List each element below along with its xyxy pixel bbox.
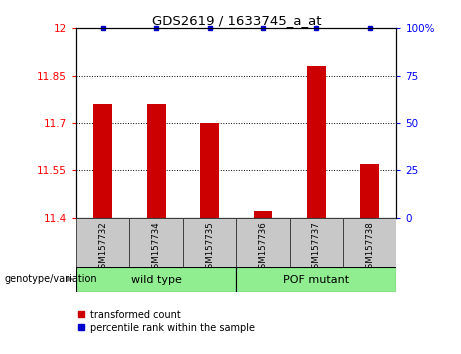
Bar: [307, 66, 326, 218]
Text: POF mutant: POF mutant: [284, 275, 349, 285]
Text: GSM157734: GSM157734: [152, 222, 161, 274]
Bar: [76, 218, 130, 267]
Text: GSM157735: GSM157735: [205, 222, 214, 274]
Legend: transformed count, percentile rank within the sample: transformed count, percentile rank withi…: [74, 306, 259, 336]
Bar: [290, 218, 343, 267]
Title: GDS2619 / 1633745_a_at: GDS2619 / 1633745_a_at: [152, 14, 321, 27]
Text: GSM157737: GSM157737: [312, 222, 321, 274]
Bar: [200, 123, 219, 218]
Text: GSM157738: GSM157738: [365, 222, 374, 274]
Bar: [76, 267, 236, 292]
Bar: [236, 218, 290, 267]
Text: wild type: wild type: [131, 275, 182, 285]
Bar: [343, 218, 396, 267]
Bar: [94, 104, 112, 218]
Text: genotype/variation: genotype/variation: [5, 274, 97, 284]
Bar: [236, 267, 396, 292]
Text: GSM157732: GSM157732: [98, 222, 107, 274]
Bar: [183, 218, 236, 267]
Bar: [361, 164, 379, 218]
Text: GSM157736: GSM157736: [259, 222, 267, 274]
Bar: [130, 218, 183, 267]
Bar: [147, 104, 165, 218]
Bar: [254, 211, 272, 218]
